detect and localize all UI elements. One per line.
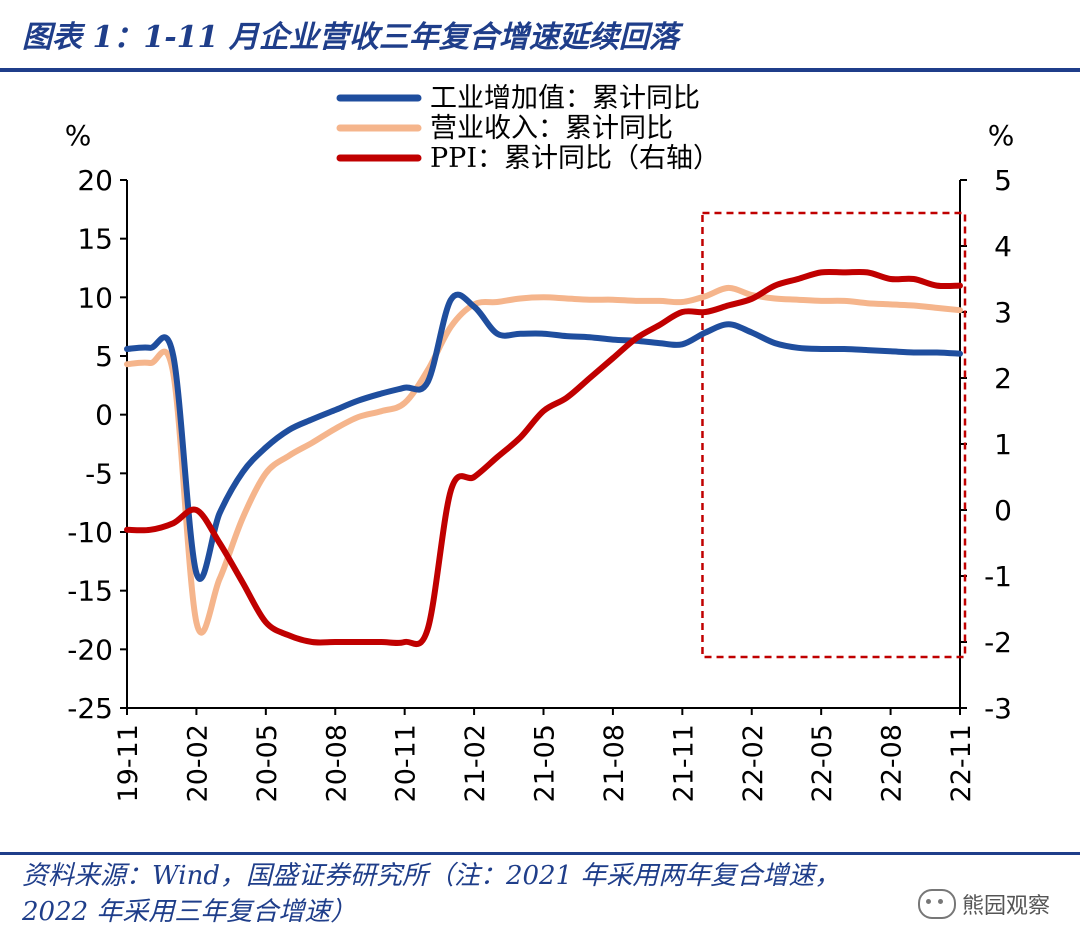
left-tick-label: 20 xyxy=(77,164,113,197)
left-tick-label: -15 xyxy=(67,575,113,608)
x-tick-label: 20-02 xyxy=(182,724,213,802)
right-tick-label: -2 xyxy=(984,626,1012,659)
chart-title: 图表 1：1-11 月企业营收三年复合增速延续回落 xyxy=(22,20,679,55)
wechat-icon xyxy=(917,889,956,919)
source-line-2: 2022 年采用三年复合增速） xyxy=(22,897,357,927)
left-tick-label: 0 xyxy=(95,399,113,432)
left-axis-unit: % xyxy=(65,119,92,152)
series-line-2 xyxy=(124,268,963,648)
x-tick-label: 22-02 xyxy=(738,724,769,802)
legend-label-2: PPI：累计同比（右轴） xyxy=(430,143,720,174)
x-tick-label: 19-11 xyxy=(113,724,144,802)
x-tick-label: 21-02 xyxy=(460,724,491,802)
right-tick-label: 0 xyxy=(994,494,1012,527)
right-tick-label: -3 xyxy=(984,692,1012,725)
x-tick-label: 22-08 xyxy=(877,724,908,802)
right-tick-label: 3 xyxy=(994,296,1012,329)
x-tick-label: 20-08 xyxy=(321,724,352,802)
footer-divider xyxy=(0,852,1080,855)
watermark-text: 熊园观察 xyxy=(961,894,1050,919)
left-tick-label: -10 xyxy=(67,516,113,549)
watermark: 熊园观察 xyxy=(917,888,1050,920)
legend-label-0: 工业增加值：累计同比 xyxy=(430,83,700,114)
x-tick-label: 21-05 xyxy=(530,724,561,802)
right-tick-label: -1 xyxy=(984,560,1012,593)
left-tick-label: -20 xyxy=(67,633,113,666)
highlight-box xyxy=(701,211,967,659)
right-tick-label: 4 xyxy=(994,230,1012,263)
right-tick-label: 2 xyxy=(994,362,1012,395)
right-axis-unit: % xyxy=(988,119,1015,152)
x-tick-label: 20-11 xyxy=(391,724,422,802)
source-note: 资料来源：Wind，国盛证券研究所（注：2021 年采用两年复合增速， 2022… xyxy=(22,858,840,930)
left-tick-label: 15 xyxy=(77,223,113,256)
right-tick-label: 5 xyxy=(994,164,1012,197)
x-tick-label: 21-11 xyxy=(668,724,699,802)
series-line-1 xyxy=(124,284,963,636)
left-tick-label: 10 xyxy=(77,281,113,314)
series-line-0 xyxy=(124,291,963,582)
highlight-dashed-box xyxy=(701,211,967,659)
x-tick-label: 22-05 xyxy=(807,724,838,802)
x-tick-label: 20-05 xyxy=(252,724,283,802)
x-tick-label: 21-08 xyxy=(599,724,630,802)
right-tick-label: 1 xyxy=(994,428,1012,461)
left-tick-label: -5 xyxy=(85,457,113,490)
left-tick-label: 5 xyxy=(95,340,113,373)
title-divider xyxy=(0,68,1080,72)
axes xyxy=(120,179,967,715)
x-tick-label: 22-11 xyxy=(946,724,977,802)
series-lines xyxy=(124,268,963,648)
source-line-1: 资料来源：Wind，国盛证券研究所（注：2021 年采用两年复合增速， xyxy=(22,861,841,891)
legend-label-1: 营业收入：累计同比 xyxy=(430,113,673,144)
left-tick-label: -25 xyxy=(67,692,113,725)
